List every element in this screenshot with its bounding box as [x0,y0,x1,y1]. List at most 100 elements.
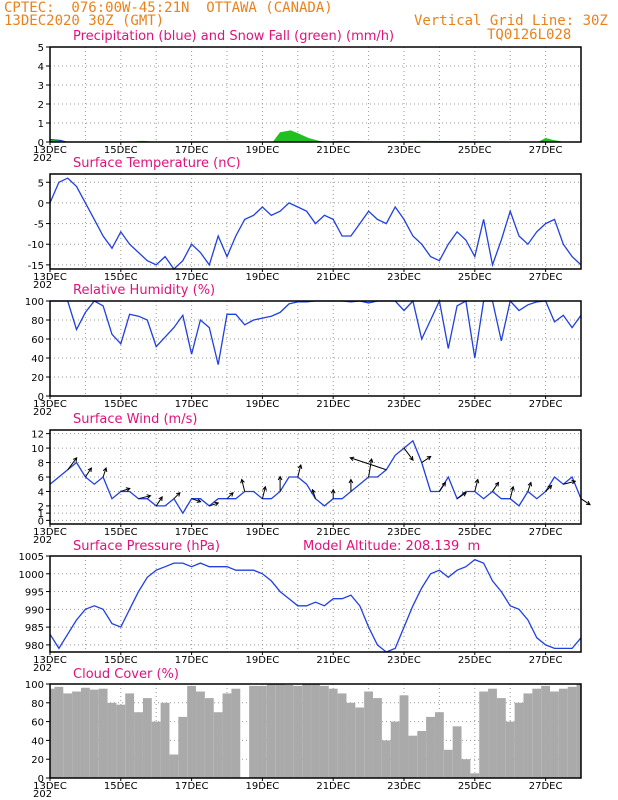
panel-frame [49,173,582,270]
cloud-bar [266,684,276,778]
y-tick-label: 0 [38,392,44,403]
y-tick-label: 0 [38,774,44,785]
cloud-bar [222,693,232,778]
panel-0: 0 1 2 3 4 5 13DEC 15DEC 17DEC 19DEC 21DEC 23DEC 25DE… [33,43,582,164]
x-tick-label: 23DEC [387,145,421,156]
wind-arrow-head [349,456,355,462]
x-year-fragment: 202 [33,153,52,164]
wind-arrow-head [277,475,283,481]
x-tick-label: 21DEC [316,272,350,283]
x-tick-label: 25DEC [458,527,492,538]
x-tick-label: 17DEC [175,145,209,156]
cloud-bar [275,684,285,778]
cloud-bar [479,691,489,778]
cloud-bar [426,716,435,778]
cloud-bar [373,698,382,778]
x-year-fragment: 202 [33,407,52,418]
x-tick-label: 17DEC [175,527,209,538]
panel-frame [49,683,582,779]
cloud-bar [169,754,179,778]
series-line [49,558,582,653]
x-tick-label: 23DEC [387,272,421,283]
cloud-bar [434,712,444,778]
y-tick-label: 6 [38,473,44,484]
panel-title-wind: Surface Wind (m/s) [73,412,198,427]
y-tick-label: 4 [38,62,44,73]
wind-arrow-head [146,494,152,499]
cloud-bar [80,687,90,778]
x-tick-label: 17DEC [175,781,209,792]
x-year-fragment: 202 [33,789,52,800]
cloud-bar [514,702,524,778]
y-tick-label: 20 [31,755,44,766]
cloud-bar [452,726,462,778]
y-tick-label: 2 [38,100,44,111]
header-grid-note: Vertical Grid Line: 30Z [414,13,608,29]
x-tick-label: 19DEC [246,145,280,156]
y-tick-label: 5 [38,178,44,189]
y-tick-label: 980 [25,641,44,652]
y-tick-label: 995 [25,588,44,599]
x-tick-label: 21DEC [316,781,350,792]
x-tick-label: 19DEC [246,781,280,792]
y-tick-label: 1000 [19,570,44,581]
cloud-bar [550,691,559,778]
cloud-bar [328,688,338,778]
wind-arrow [492,482,499,492]
y-tick-label: 0 [38,516,44,527]
wind-arrow-head [196,498,202,503]
cloud-bar [72,691,81,778]
y-tick-label: 40 [31,736,44,747]
wind-arrow-head [125,487,131,492]
wind-arrow-head [262,485,267,491]
y-tick-label: 3 [38,81,44,92]
wind-arrow [509,486,514,499]
cloud-bar [134,712,143,778]
cloud-bar [249,685,258,778]
wind-arrow-head [426,455,432,461]
x-tick-label: 13DEC [33,655,67,666]
wind-arrow-head [297,463,303,470]
panel-frame [49,429,582,525]
cloud-bar [541,685,551,778]
cloud-bar [523,693,533,778]
cloud-bar [346,702,356,778]
x-tick-label: 19DEC [246,527,280,538]
wind-arrow-head [474,478,480,484]
wind-arrow [226,492,234,500]
cloud-bar [89,689,99,778]
cloud-bar [337,693,347,778]
x-tick-label: 25DEC [458,272,492,283]
wind-arrow [368,458,373,478]
y-tick-label: -5 [34,220,44,231]
x-tick-label: 27DEC [529,781,563,792]
cloud-bar [319,685,329,778]
x-tick-label: 15DEC [104,781,138,792]
x-tick-label: 17DEC [175,399,209,410]
cloud-bar [125,693,135,778]
cloud-bar [381,740,391,778]
cloud-bar [417,731,427,778]
cloud-bar [257,685,267,778]
x-year-fragment: 202 [33,535,52,546]
x-year-fragment: 202 [33,280,52,291]
wind-arrow [67,457,78,471]
y-tick-label: 100 [25,680,44,691]
wind-arrow-head [348,478,354,484]
y-tick-label: 8 [38,459,44,470]
wind-arrow [261,486,266,499]
panel-title-humidity: Relative Humidity (%) [73,283,216,298]
y-tick-label: 100 [25,297,44,308]
cloud-bar [576,684,581,778]
x-tick-label: 15DEC [104,145,138,156]
cloud-bar [461,759,471,778]
y-tick-label: 12 [31,430,44,441]
wind-arrow [84,467,92,478]
cloud-bar [151,721,161,778]
wind-arrow-head [158,496,163,501]
y-tick-label: 20 [31,373,44,384]
y-tick-label: 60 [31,335,44,346]
wind-arrow-head [585,500,591,506]
wind-arrow [527,482,532,492]
